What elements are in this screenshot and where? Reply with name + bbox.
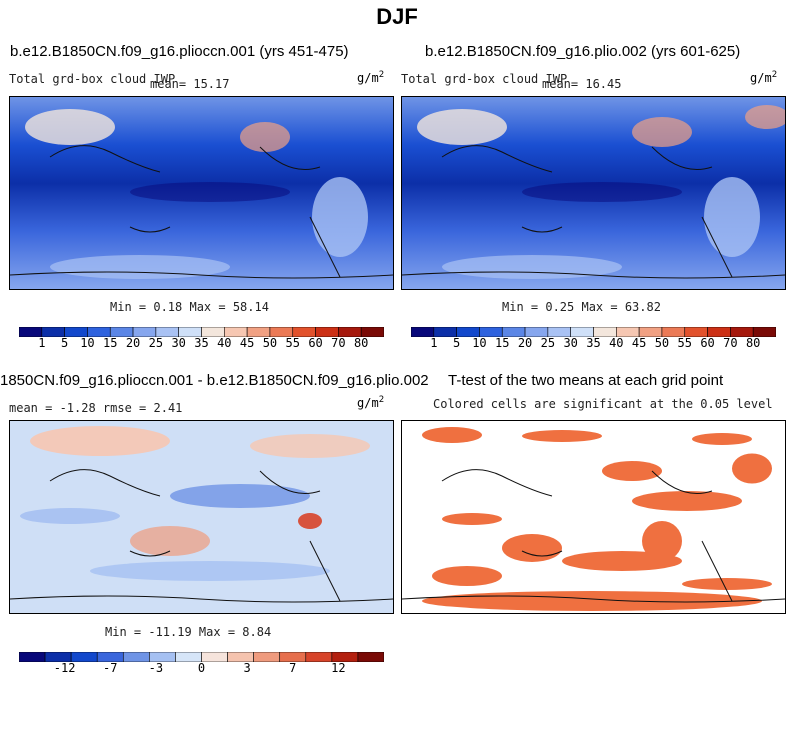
panel1-mean: mean= 15.17 <box>150 77 230 91</box>
colorbar-panel1-tick-label: 1 <box>38 336 45 350</box>
colorbar-panel2-tick-label: 45 <box>632 336 646 350</box>
colorbar-panel3-tick-label: 3 <box>244 661 251 675</box>
significant-region <box>642 521 682 561</box>
colorbar-panel3-tick-label: 0 <box>198 661 205 675</box>
colorbar-panel2-tick-label: 60 <box>700 336 714 350</box>
colorbar-panel1-tick-label: 30 <box>171 336 185 350</box>
panel1-minmax: Min = 0.18 Max = 58.14 <box>110 300 269 314</box>
colorbar-panel2-tick-label: 5 <box>453 336 460 350</box>
panel3-units: g/m2 <box>357 395 385 410</box>
panel3-title: 1850CN.f09_g16.plioccn.001 - b.e12.B1850… <box>0 372 429 389</box>
colorbar-panel1-tick-label: 5 <box>61 336 68 350</box>
colorbar-panel2-tick-label: 1 <box>430 336 437 350</box>
colorbar-panel3 <box>18 647 385 663</box>
colorbar-panel1 <box>18 322 385 338</box>
panel2-variable-label: Total grd-box cloud IWP <box>401 72 568 86</box>
colorbar-panel2-tick-label: 10 <box>472 336 486 350</box>
panel3-field <box>10 421 393 613</box>
panel1-title: b.e12.B1850CN.f09_g16.plioccn.001 (yrs 4… <box>10 43 349 60</box>
panel2-mean: mean= 16.45 <box>542 77 622 91</box>
colorbar-panel1-tick-label: 60 <box>308 336 322 350</box>
colorbar-panel2-tick-label: 80 <box>746 336 760 350</box>
panel4-map <box>401 420 786 614</box>
colorbar-panel2 <box>410 322 777 338</box>
panel1-field <box>10 97 393 289</box>
significant-region <box>422 591 762 611</box>
panel2-field <box>402 97 785 289</box>
colorbar-panel3-tick-label: 12 <box>331 661 345 675</box>
colorbar-panel1-tick-label: 10 <box>80 336 94 350</box>
colorbar-panel1-tick-label: 35 <box>194 336 208 350</box>
colorbar-panel2-tick-label: 50 <box>655 336 669 350</box>
colorbar-panel2-tick-label: 40 <box>609 336 623 350</box>
panel4-significance <box>402 421 785 613</box>
panel1-map <box>9 96 394 290</box>
significant-region <box>692 433 752 445</box>
panel2-minmax: Min = 0.25 Max = 63.82 <box>502 300 661 314</box>
panel3-minmax: Min = -11.19 Max = 8.84 <box>105 625 272 639</box>
colorbar-panel1-tick-label: 40 <box>217 336 231 350</box>
colorbar-panel3-tick-label: -7 <box>103 661 117 675</box>
panel4-title: T-test of the two means at each grid poi… <box>448 372 724 389</box>
colorbar-panel2-labels: 1 5 10 15 20 25 30 35 40 45 50 55 60 70 80 <box>411 335 776 350</box>
panel4-subtitle: Colored cells are significant at the 0.0… <box>433 397 773 411</box>
panel2-units: g/m2 <box>750 70 778 85</box>
colorbar-panel3-tick-label: 7 <box>289 661 296 675</box>
colorbar-panel1-tick-label: 50 <box>263 336 277 350</box>
panel2-map <box>401 96 786 290</box>
significant-region <box>422 427 482 443</box>
colorbar-panel1-tick-label: 15 <box>103 336 117 350</box>
colorbar-panel2-tick-label: 35 <box>586 336 600 350</box>
colorbar-panel1-tick-label: 25 <box>149 336 163 350</box>
colorbar-panel2-tick-label: 15 <box>495 336 509 350</box>
significant-region <box>632 491 742 511</box>
colorbar-panel2-tick-label: 20 <box>518 336 532 350</box>
colorbar-panel1-tick-label: 45 <box>240 336 254 350</box>
significant-region <box>732 453 772 484</box>
colorbar-panel3-tick-label: -3 <box>149 661 163 675</box>
panel2-title: b.e12.B1850CN.f09_g16.plio.002 (yrs 601-… <box>425 43 741 60</box>
panel3-map <box>9 420 394 614</box>
panel1-units: g/m2 <box>357 70 385 85</box>
colorbar-panel1-labels: 1 5 10 15 20 25 30 35 40 45 50 55 60 70 80 <box>19 335 384 350</box>
significant-region <box>442 513 502 525</box>
colorbar-panel1-tick-label: 55 <box>286 336 300 350</box>
significant-region <box>602 461 662 481</box>
significant-region <box>502 534 562 562</box>
colorbar-panel1-tick-label: 70 <box>331 336 345 350</box>
colorbar-panel2-tick-label: 70 <box>723 336 737 350</box>
colorbar-panel1-tick-label: 20 <box>126 336 140 350</box>
colorbar-panel3-labels: -12 -7 -3 0 3 7 12 <box>19 660 384 675</box>
colorbar-panel3-tick-label: -12 <box>54 661 76 675</box>
panel1-variable-label: Total grd-box cloud IWP <box>9 72 176 86</box>
colorbar-panel2-tick-label: 30 <box>563 336 577 350</box>
significant-region <box>522 430 602 442</box>
panel3-stats: mean = -1.28 rmse = 2.41 <box>9 401 183 415</box>
colorbar-panel2-tick-label: 25 <box>541 336 555 350</box>
significant-region <box>682 578 772 590</box>
colorbar-panel2-tick-label: 55 <box>678 336 692 350</box>
significant-region <box>432 566 502 586</box>
figure-title: DJF <box>376 4 418 29</box>
colorbar-panel1-tick-label: 80 <box>354 336 368 350</box>
